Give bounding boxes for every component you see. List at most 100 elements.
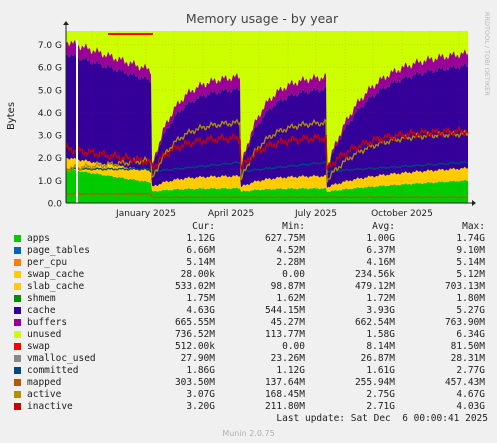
legend-max-value: 5.27G bbox=[456, 305, 485, 316]
inactive-line bbox=[65, 125, 469, 171]
legend-avg-value: 479.12M bbox=[354, 281, 395, 292]
legend-max-value: 2.77G bbox=[456, 365, 485, 376]
legend-cur-value: 28.00k bbox=[180, 269, 215, 280]
legend-avg-value: 662.54M bbox=[354, 317, 395, 328]
legend-series-name: cache bbox=[27, 305, 56, 316]
legend-cur-value: 3.20G bbox=[186, 401, 215, 412]
legend-series-name: vmalloc_used bbox=[27, 353, 96, 364]
legend-min-value: 168.45M bbox=[264, 389, 305, 400]
legend-series-name: active bbox=[27, 389, 62, 400]
legend-cur-value: 1.75M bbox=[186, 293, 215, 304]
legend-min-value: 0.00 bbox=[282, 341, 305, 352]
legend-min-value: 45.27M bbox=[270, 317, 305, 328]
x-axis-arrow bbox=[472, 200, 476, 206]
legend-series-name: swap_cache bbox=[27, 269, 85, 280]
y-axis-label: Bytes bbox=[6, 102, 17, 130]
legend-row-buffers: buffers 665.55M 45.27M 662.54M 763.90M bbox=[12, 317, 490, 329]
legend-max-value: 763.90M bbox=[444, 317, 485, 328]
y-tick-label: 1.0 G bbox=[38, 177, 62, 187]
legend-cur-value: 3.07G bbox=[186, 389, 215, 400]
legend-max-value: 28.31M bbox=[450, 353, 485, 364]
committed-swatch bbox=[14, 367, 21, 374]
legend-max-value: 4.67G bbox=[456, 389, 485, 400]
per-cpu-swatch bbox=[14, 259, 21, 266]
legend-min-value: 98.87M bbox=[270, 281, 305, 292]
legend-row-active: active 3.07G 168.45M 2.75G 4.67G bbox=[12, 389, 490, 401]
apps-area bbox=[66, 169, 468, 203]
mapped-swatch bbox=[14, 379, 21, 386]
y-tick-label: 7.0 G bbox=[38, 41, 62, 51]
swap-marker bbox=[108, 33, 153, 35]
legend-row-per-cpu: per_cpu 5.14M 2.28M 4.16M 5.14M bbox=[12, 257, 490, 269]
buffers-swatch bbox=[14, 319, 21, 326]
legend-avg-value: 3.93G bbox=[366, 305, 395, 316]
buffers-area bbox=[66, 39, 468, 172]
legend-table: Cur: Min: Avg: Max: apps 1.12G 627.75M 1.00G 1.7… bbox=[12, 221, 490, 413]
legend-avg-value: 2.75G bbox=[366, 389, 395, 400]
legend-avg-value: 1.61G bbox=[366, 365, 395, 376]
legend-series-name: slab_cache bbox=[27, 281, 85, 292]
legend-max-value: 6.34G bbox=[456, 329, 485, 340]
y-tick-label: 4.0 G bbox=[38, 109, 62, 119]
axes: 0.0 1.0 G 2.0 G 3.0 G 4.0 G 5.0 G 6.0 G 7.0 G Ja… bbox=[38, 21, 476, 219]
legend-cur-value: 533.02M bbox=[174, 281, 215, 292]
legend-cur-value: 512.00k bbox=[174, 341, 215, 352]
legend-row-mapped: mapped 303.50M 137.64M 255.94M 457.43M bbox=[12, 377, 490, 389]
y-tick-label: 6.0 G bbox=[38, 64, 62, 74]
legend-min-value: 2.28M bbox=[276, 257, 305, 268]
x-tick-label: July 2025 bbox=[294, 209, 337, 219]
memory-chart: Memory usage - by year Bytes RRDTOOL / T… bbox=[6, 11, 491, 219]
legend-series-name: apps bbox=[27, 233, 50, 244]
legend-avg-value: 26.87M bbox=[360, 353, 395, 364]
legend-min-value: 1.62M bbox=[276, 293, 305, 304]
legend-max-value: 1.74G bbox=[456, 233, 485, 244]
shmem-swatch bbox=[14, 295, 21, 302]
legend-header-max: Max: bbox=[462, 221, 485, 232]
x-tick-label: January 2025 bbox=[115, 209, 176, 219]
legend-row-swap: swap 512.00k 0.00 8.14M 81.50M bbox=[12, 341, 490, 353]
last-update-text: Last update: Sat Dec 6 00:00:41 2025 bbox=[276, 413, 488, 424]
legend-min-value: 211.80M bbox=[264, 401, 305, 412]
legend-row-slab-cache: slab_cache 533.02M 98.87M 479.12M 703.13M bbox=[12, 281, 490, 293]
legend-min-value: 23.26M bbox=[270, 353, 305, 364]
active-swatch bbox=[14, 391, 21, 398]
legend-max-value: 1.80M bbox=[456, 293, 485, 304]
legend-avg-value: 2.71G bbox=[366, 401, 395, 412]
legend-row-inactive: inactive 3.20G 211.80M 2.71G 4.03G bbox=[12, 401, 490, 413]
legend-avg-value: 4.16M bbox=[366, 257, 395, 268]
legend-row-page-tables: page_tables 6.66M 4.52M 6.37M 9.10M bbox=[12, 245, 490, 257]
cache-swatch bbox=[14, 307, 21, 314]
legend-series-name: unused bbox=[27, 329, 62, 340]
legend-cur-value: 1.12G bbox=[186, 233, 215, 244]
legend-max-value: 5.12M bbox=[456, 269, 485, 280]
legend-cur-value: 736.52M bbox=[174, 329, 215, 340]
y-tick-label: 3.0 G bbox=[38, 132, 62, 142]
legend-min-value: 0.00 bbox=[282, 269, 305, 280]
legend-max-value: 5.14M bbox=[456, 257, 485, 268]
legend-avg-value: 1.58G bbox=[366, 329, 395, 340]
legend-avg-value: 234.56k bbox=[354, 269, 395, 280]
apps-swatch bbox=[14, 235, 21, 242]
legend-avg-value: 8.14M bbox=[366, 341, 395, 352]
legend-header-avg: Avg: bbox=[372, 221, 395, 232]
legend-max-value: 4.03G bbox=[456, 401, 485, 412]
legend-series-name: inactive bbox=[27, 401, 73, 412]
y-tick-label: 2.0 G bbox=[38, 154, 62, 164]
legend-series-name: shmem bbox=[27, 293, 56, 304]
legend-min-value: 113.77M bbox=[264, 329, 305, 340]
legend-cur-value: 303.50M bbox=[174, 377, 215, 388]
plot-area bbox=[65, 31, 469, 203]
legend-row-swap-cache: swap_cache 28.00k 0.00 234.56k 5.12M bbox=[12, 269, 490, 281]
rrdtool-watermark: RRDTOOL / TOBI OETIKER bbox=[483, 12, 491, 96]
legend-series-name: per_cpu bbox=[27, 257, 68, 268]
legend-cur-value: 665.55M bbox=[174, 317, 215, 328]
legend-series-name: mapped bbox=[27, 377, 62, 388]
legend-max-value: 703.13M bbox=[444, 281, 485, 292]
legend-row-committed: committed 1.86G 1.12G 1.61G 2.77G bbox=[12, 365, 490, 377]
legend-row-unused: unused 736.52M 113.77M 1.58G 6.34G bbox=[12, 329, 490, 341]
y-tick-label: 5.0 G bbox=[38, 86, 62, 96]
legend-row-apps: apps 1.12G 627.75M 1.00G 1.74G bbox=[12, 233, 490, 245]
x-tick-label: April 2025 bbox=[208, 209, 254, 219]
page-tables-swatch bbox=[14, 247, 21, 254]
legend-series-name: page_tables bbox=[27, 245, 90, 256]
